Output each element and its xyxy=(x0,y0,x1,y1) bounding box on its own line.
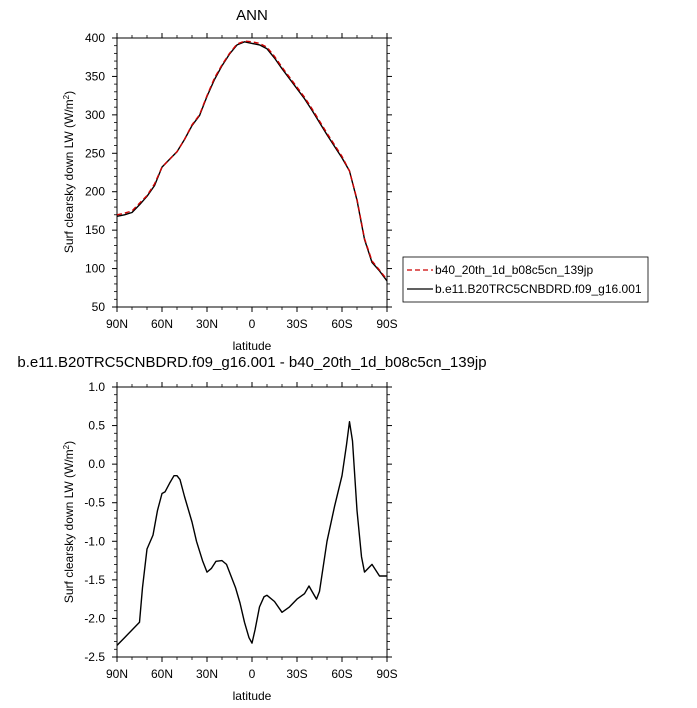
top-y-tick-label: 300 xyxy=(85,108,105,122)
top-x-tick-label: 0 xyxy=(249,317,256,331)
top-panel: ANN 90N 60N 30N 0 30S 60S 90S 50 100 150 200 250 300… xyxy=(62,7,649,353)
bottom-series-line-1 xyxy=(116,421,387,646)
top-series-line-2 xyxy=(116,40,388,281)
bottom-x-tick-label: 30S xyxy=(286,667,307,681)
top-x-tick-label: 60N xyxy=(151,317,173,331)
bottom-y-tick-label: -1.5 xyxy=(84,573,105,587)
bottom-x-tick-label: 60S xyxy=(331,667,352,681)
bottom-x-axis-label: latitude xyxy=(233,689,272,703)
bottom-x-tick-label: 60N xyxy=(151,667,173,681)
bottom-x-tick-label: 90S xyxy=(376,667,397,681)
bottom-y-tick-label: -2.0 xyxy=(84,611,105,625)
bottom-y-tick-label: 1.0 xyxy=(88,380,105,394)
bottom-y-axis-label: Surf clearsky down LW (W/m2) xyxy=(62,441,77,603)
top-plot-frame xyxy=(116,37,388,308)
top-y-tick-label: 50 xyxy=(92,300,106,314)
legend-entry-2: b.e11.B20TRC5CNBDRD.f09_g16.001 xyxy=(435,282,642,296)
top-axis-ticks: 90N 60N 30N 0 30S 60S 90S 50 100 150 200 250 300 350 4… xyxy=(85,31,398,331)
top-x-tick-label: 60S xyxy=(331,317,352,331)
top-x-tick-label: 30S xyxy=(286,317,307,331)
top-series-lines xyxy=(116,40,388,282)
top-y-tick-label: 400 xyxy=(85,31,105,45)
top-chart-title: ANN xyxy=(236,7,268,24)
top-y-tick-label: 150 xyxy=(85,223,105,237)
top-y-tick-label: 200 xyxy=(85,185,105,199)
legend-entry-1: b40_20th_1d_b08c5cn_139jp xyxy=(435,263,593,277)
top-x-tick-label: 90S xyxy=(376,317,397,331)
bottom-y-tick-label: 0.0 xyxy=(88,457,105,471)
top-series-line-1 xyxy=(116,41,388,282)
legend-box xyxy=(402,256,649,303)
top-x-tick-label: 30N xyxy=(196,317,218,331)
bottom-plot-frame xyxy=(116,386,388,658)
bottom-series-lines xyxy=(116,421,387,646)
bottom-x-tick-label: 0 xyxy=(249,667,256,681)
top-y-tick-label: 350 xyxy=(85,69,105,83)
bottom-chart-title: b.e11.B20TRC5CNBDRD.f09_g16.001 - b40_20… xyxy=(17,354,486,371)
bottom-y-tick-label: -2.5 xyxy=(84,650,105,664)
bottom-y-tick-label: 0.5 xyxy=(88,419,105,433)
top-x-tick-label: 90N xyxy=(106,317,128,331)
legend: b40_20th_1d_b08c5cn_139jp b.e11.B20TRC5C… xyxy=(402,256,649,303)
bottom-y-tick-label: -0.5 xyxy=(84,496,105,510)
bottom-x-tick-label: 90N xyxy=(106,667,128,681)
top-y-tick-label: 250 xyxy=(85,146,105,160)
bottom-x-tick-label: 30N xyxy=(196,667,218,681)
top-x-axis-label: latitude xyxy=(233,339,272,353)
bottom-axis-ticks: 90N 60N 30N 0 30S 60S 90S -2.5 -2.0 -1.5 -1.0 -0.5 0… xyxy=(84,380,397,681)
top-y-tick-label: 100 xyxy=(85,262,105,276)
bottom-y-tick-label: -1.0 xyxy=(84,534,105,548)
bottom-panel: b.e11.B20TRC5CNBDRD.f09_g16.001 - b40_20… xyxy=(17,354,486,703)
top-y-axis-label: Surf clearsky down LW (W/m2) xyxy=(62,91,77,253)
